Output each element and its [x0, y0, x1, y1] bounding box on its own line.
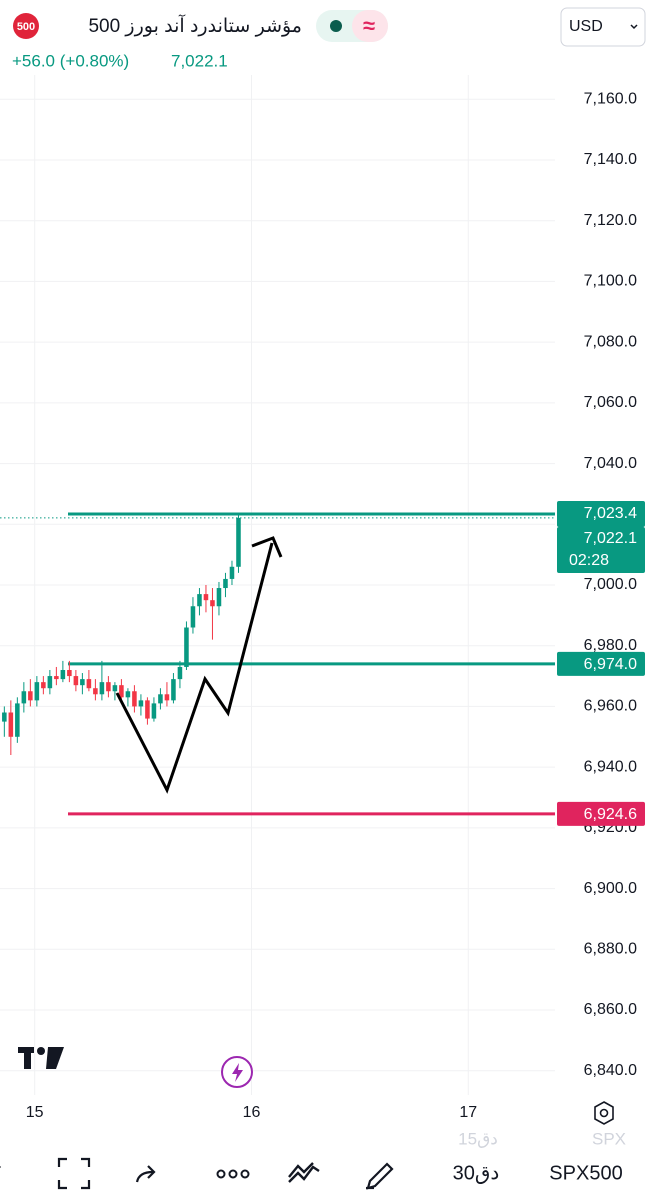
- y-tick-label: 7,160.0: [584, 91, 637, 108]
- y-tick-label: 7,100.0: [584, 273, 637, 290]
- currency-dropdown[interactable]: [560, 7, 646, 47]
- candle-body: [47, 676, 53, 689]
- candle-body: [125, 691, 131, 698]
- y-tick-label: 7,120.0: [584, 212, 637, 229]
- candle-body: [67, 670, 72, 677]
- currency-text: USD: [569, 18, 603, 35]
- candle-body: [119, 685, 124, 698]
- chart-layer: 6,840.06,860.06,880.06,900.06,920.06,940…: [0, 91, 637, 1121]
- symbol-title: مؤشر ستاندرد آند بورز 500: [88, 13, 302, 37]
- candle-body: [203, 594, 209, 601]
- y-tick-label: 7,080.0: [584, 333, 637, 350]
- candle-body: [99, 682, 105, 695]
- tag-layer: 6,974.0 6,924.6 7,023.4 7,022.1 02:28: [557, 500, 645, 826]
- candle-body: [80, 679, 85, 686]
- candle-body: [236, 517, 241, 567]
- badge-icon: [13, 13, 39, 39]
- y-tick-label: 6,940.0: [584, 758, 637, 775]
- candle-body: [132, 691, 137, 707]
- candle-body: [41, 682, 46, 689]
- lightning-icon: [232, 1063, 243, 1082]
- candle-body: [60, 670, 66, 680]
- y-tick-label: 7,140.0: [584, 151, 637, 168]
- more-button[interactable]: [216, 1169, 250, 1179]
- candle-body: [8, 712, 14, 737]
- current-price-text: 7,022.1: [584, 530, 637, 547]
- tradingview-logo: [18, 1047, 64, 1069]
- drawing-button[interactable]: [366, 1162, 394, 1190]
- price-tag: [557, 500, 645, 527]
- candle-body: [216, 588, 222, 607]
- current-price-tag: [557, 526, 645, 573]
- candle-body: [151, 703, 157, 719]
- settings-icon[interactable]: [594, 1101, 614, 1125]
- candle-body: [34, 682, 40, 701]
- price-tag-text: 7,023.4: [584, 505, 637, 522]
- last-price: 7,022.1: [171, 51, 228, 70]
- price-tag: [557, 651, 645, 676]
- candle-body: [171, 679, 176, 701]
- y-tick-label: 7,000.0: [584, 576, 637, 593]
- candle-body: [73, 676, 79, 686]
- candle-body: [15, 703, 20, 737]
- candle-body: [145, 700, 150, 719]
- candle-body: [190, 606, 196, 628]
- x-tick-label: 16: [243, 1104, 261, 1121]
- dropdown-caret: [630, 24, 638, 30]
- wave-icon: ≈: [363, 13, 375, 38]
- y-tick-label: 6,960.0: [584, 698, 637, 715]
- symbol-button[interactable]: SPX500: [549, 1162, 622, 1184]
- interval-button[interactable]: 30دق: [453, 1162, 500, 1184]
- candle-body: [164, 694, 170, 701]
- share-button[interactable]: [135, 1165, 156, 1183]
- price-tag-text: 6,974.0: [584, 656, 637, 673]
- badge-text: 500: [17, 21, 35, 33]
- y-tick-label: 6,980.0: [584, 637, 637, 654]
- drawing-arrowhead: [251, 536, 283, 558]
- y-tick-label: 6,860.0: [584, 1001, 637, 1018]
- candle-body: [229, 566, 235, 579]
- x-tick-label: 17: [459, 1104, 477, 1121]
- candle-body: [158, 694, 163, 704]
- price-tag: [557, 801, 645, 826]
- candle-body: [112, 685, 118, 692]
- y-tick-label: 6,840.0: [584, 1062, 637, 1079]
- indicators-button[interactable]: [288, 1162, 320, 1183]
- candle-body: [86, 679, 92, 689]
- y-tick-label: 6,900.0: [584, 880, 637, 897]
- candle-body: [138, 700, 144, 707]
- candle-body: [93, 688, 98, 695]
- candle-body: [223, 578, 228, 589]
- candle-body: [21, 691, 27, 704]
- market-dot: [330, 20, 342, 32]
- countdown-text: 02:28: [569, 552, 609, 569]
- ghost-symbol: SPX: [592, 1129, 626, 1148]
- candle-body: [177, 666, 183, 680]
- x-tick-label: 15: [26, 1104, 44, 1121]
- candle-body: [210, 600, 215, 607]
- candle-body: [184, 627, 189, 667]
- candle-body: [106, 682, 111, 692]
- candle-body: [28, 691, 33, 701]
- drawing-zigzag: [115, 542, 274, 794]
- y-tick-label: 6,880.0: [584, 941, 637, 958]
- fullscreen-button[interactable]: [57, 1157, 91, 1190]
- candle-body: [2, 712, 7, 722]
- price-tag-text: 6,924.6: [584, 806, 637, 823]
- candle-body: [54, 676, 59, 680]
- ghost-interval: 15دق: [458, 1129, 498, 1148]
- price-change: +56.0 (+0.80%): [12, 51, 129, 70]
- status-pill-right: [352, 10, 388, 42]
- candle-body: [197, 594, 202, 607]
- y-tick-label: 7,040.0: [584, 455, 637, 472]
- grid-layer: [0, 75, 555, 1095]
- y-tick-label: 7,060.0: [584, 394, 637, 411]
